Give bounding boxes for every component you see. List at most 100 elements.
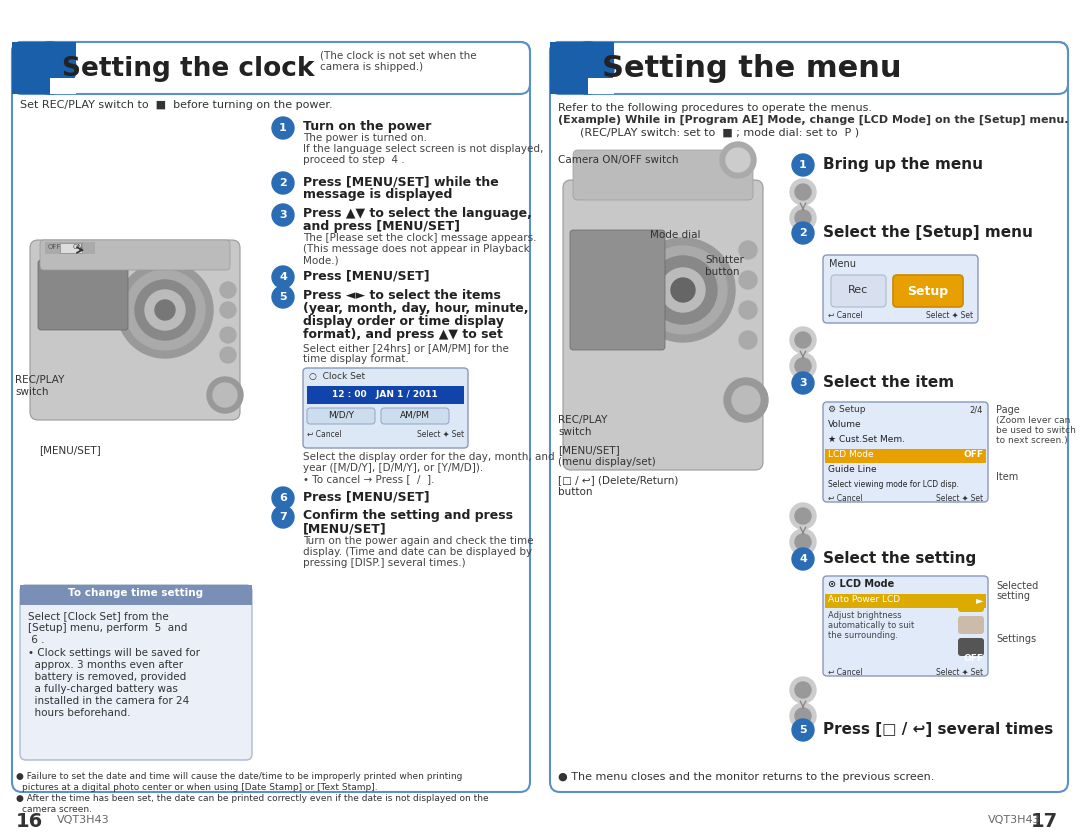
Text: Select ✦ Set: Select ✦ Set <box>417 430 464 439</box>
Text: automatically to suit: automatically to suit <box>828 621 915 630</box>
Circle shape <box>562 42 615 94</box>
Text: time display format.: time display format. <box>303 354 408 364</box>
Text: Setting the menu: Setting the menu <box>602 54 902 83</box>
FancyBboxPatch shape <box>550 42 1068 792</box>
Text: 7: 7 <box>279 512 287 522</box>
Text: Mode.): Mode.) <box>303 255 339 265</box>
Text: setting: setting <box>996 591 1030 601</box>
FancyBboxPatch shape <box>307 408 375 424</box>
Text: Item: Item <box>996 472 1018 482</box>
Circle shape <box>671 278 696 302</box>
Text: ↩ Cancel: ↩ Cancel <box>307 430 341 439</box>
Circle shape <box>156 300 175 320</box>
Circle shape <box>272 266 294 288</box>
Text: Rec: Rec <box>848 285 868 295</box>
Text: Select ✦ Set: Select ✦ Set <box>936 668 983 677</box>
Circle shape <box>213 383 237 407</box>
Circle shape <box>789 503 816 529</box>
Circle shape <box>789 677 816 703</box>
Text: ↩ Cancel: ↩ Cancel <box>828 668 863 677</box>
Text: Press ▲▼ to select the language,: Press ▲▼ to select the language, <box>303 207 531 220</box>
FancyBboxPatch shape <box>958 594 984 612</box>
Text: Menu: Menu <box>829 259 856 269</box>
Circle shape <box>639 246 727 334</box>
Text: camera screen.: camera screen. <box>22 805 92 814</box>
Text: Select either [24hrs] or [AM/PM] for the: Select either [24hrs] or [AM/PM] for the <box>303 343 509 353</box>
Circle shape <box>792 154 814 176</box>
Circle shape <box>789 529 816 555</box>
Text: Turn on the power again and check the time: Turn on the power again and check the ti… <box>303 536 534 546</box>
Text: 5: 5 <box>799 725 807 735</box>
Text: (This message does not appear in Playback: (This message does not appear in Playbac… <box>303 244 530 254</box>
Text: Select ✦ Set: Select ✦ Set <box>936 494 983 503</box>
Text: (Zoom lever can: (Zoom lever can <box>996 416 1070 425</box>
Text: Settings: Settings <box>996 634 1036 644</box>
Text: To change time setting: To change time setting <box>68 588 203 598</box>
Text: [MENU/SET]
(menu display/set): [MENU/SET] (menu display/set) <box>558 445 656 466</box>
FancyBboxPatch shape <box>381 408 449 424</box>
Circle shape <box>739 301 757 319</box>
Text: ⊙ LCD Mode: ⊙ LCD Mode <box>828 579 894 589</box>
Text: Setting the clock: Setting the clock <box>62 56 314 82</box>
FancyBboxPatch shape <box>563 180 762 470</box>
Text: year ([M/D/Y], [D/M/Y], or [Y/M/D]).: year ([M/D/Y], [D/M/Y], or [Y/M/D]). <box>303 463 483 473</box>
Text: [MENU/SET]: [MENU/SET] <box>303 522 387 535</box>
FancyBboxPatch shape <box>38 260 129 330</box>
Text: 3: 3 <box>799 378 807 388</box>
Circle shape <box>795 708 811 724</box>
Text: a fully-charged battery was: a fully-charged battery was <box>28 684 178 694</box>
Text: Select viewing mode for LCD disp.: Select viewing mode for LCD disp. <box>828 480 959 489</box>
Bar <box>12 42 50 94</box>
Circle shape <box>220 347 237 363</box>
FancyBboxPatch shape <box>823 255 978 323</box>
Circle shape <box>789 205 816 231</box>
Text: pictures at a digital photo center or when using [Date Stamp] or [Text Stamp].: pictures at a digital photo center or wh… <box>22 783 378 792</box>
Text: 2/4: 2/4 <box>970 405 983 414</box>
Text: [MENU/SET]: [MENU/SET] <box>39 445 100 455</box>
FancyBboxPatch shape <box>573 150 753 200</box>
Text: OFF: OFF <box>48 244 62 250</box>
FancyBboxPatch shape <box>21 585 252 760</box>
Text: 1: 1 <box>279 123 287 133</box>
Text: LCD Mode: LCD Mode <box>828 450 874 459</box>
Circle shape <box>795 358 811 374</box>
Text: (REC/PLAY switch: set to  ■ ; mode dial: set to  P ): (REC/PLAY switch: set to ■ ; mode dial: … <box>580 127 859 137</box>
Circle shape <box>724 378 768 422</box>
Text: Adjust brightness: Adjust brightness <box>828 611 902 620</box>
Circle shape <box>792 719 814 741</box>
Text: 4: 4 <box>799 554 807 564</box>
Text: 2: 2 <box>279 178 287 188</box>
FancyBboxPatch shape <box>958 616 984 634</box>
Circle shape <box>272 506 294 528</box>
Circle shape <box>661 268 705 312</box>
Text: Select ✦ Set: Select ✦ Set <box>926 311 973 320</box>
Circle shape <box>739 241 757 259</box>
Circle shape <box>795 332 811 348</box>
Text: to next screen.): to next screen.) <box>996 436 1068 445</box>
Text: message is displayed: message is displayed <box>303 188 453 201</box>
Circle shape <box>792 222 814 244</box>
Text: ↩ Cancel: ↩ Cancel <box>828 311 863 320</box>
Text: Bring up the menu: Bring up the menu <box>823 157 983 172</box>
FancyBboxPatch shape <box>21 585 252 605</box>
Text: ● After the time has been set, the date can be printed correctly even if the dat: ● After the time has been set, the date … <box>16 794 488 803</box>
Bar <box>50 78 76 94</box>
Text: Setup: Setup <box>907 285 948 298</box>
Text: (year, month, day, hour, minute,: (year, month, day, hour, minute, <box>303 302 528 315</box>
Circle shape <box>649 256 717 324</box>
Text: The [Please set the clock] message appears.: The [Please set the clock] message appea… <box>303 233 537 243</box>
Bar <box>50 42 76 68</box>
Text: 6 .: 6 . <box>28 635 44 645</box>
Text: Press [□ / ↩] several times: Press [□ / ↩] several times <box>823 722 1053 737</box>
Bar <box>45 242 95 254</box>
Circle shape <box>789 327 816 353</box>
Text: approx. 3 months even after: approx. 3 months even after <box>28 660 184 670</box>
Text: REC/PLAY
switch: REC/PLAY switch <box>558 415 607 437</box>
Text: (Example) While in [Program AE] Mode, change [LCD Mode] on the [Setup] menu.: (Example) While in [Program AE] Mode, ch… <box>558 115 1068 125</box>
Text: Press ◄► to select the items: Press ◄► to select the items <box>303 289 501 302</box>
Text: 1: 1 <box>799 160 807 170</box>
Text: ►: ► <box>975 595 983 605</box>
Text: installed in the camera for 24: installed in the camera for 24 <box>28 696 189 706</box>
Text: Select [Clock Set] from the: Select [Clock Set] from the <box>28 611 168 621</box>
Circle shape <box>272 286 294 308</box>
